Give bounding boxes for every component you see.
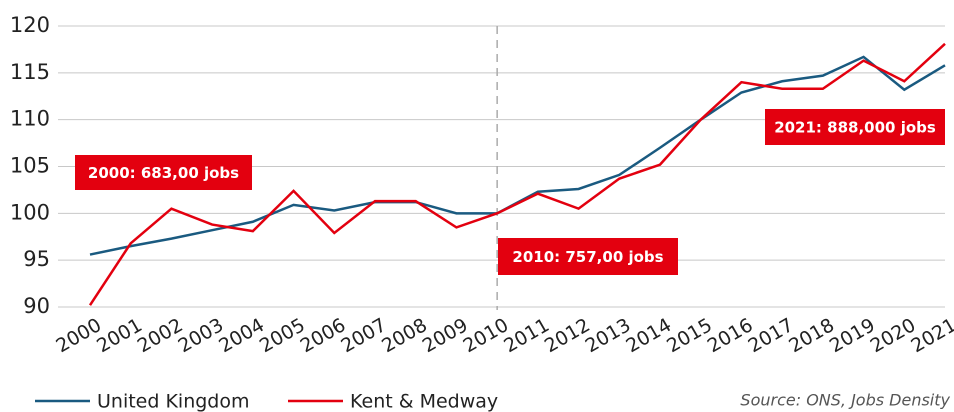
x-tick-label: 2021	[907, 314, 954, 357]
annotation-box	[498, 238, 678, 275]
annotation: 2000: 683,00 jobs	[88, 164, 239, 182]
y-tick-label: 120	[10, 13, 50, 37]
y-tick-label: 110	[10, 107, 50, 131]
annotation: 2010: 757,00 jobs	[512, 248, 663, 266]
y-tick-label: 105	[10, 154, 50, 178]
y-tick-label: 90	[23, 294, 50, 318]
y-tick-label: 100	[10, 200, 50, 224]
y-tick-label: 95	[23, 247, 50, 271]
annotation-box	[765, 109, 945, 145]
annotation-box	[75, 155, 252, 190]
annotation: 2021: 888,000 jobs	[774, 119, 936, 137]
series-line	[88, 42, 946, 306]
source: Source: ONS, Jobs Density	[740, 391, 950, 410]
legend-label: Kent & Medway	[350, 391, 498, 412]
y-tick-label: 115	[10, 60, 50, 84]
legend-label: United Kingdom	[97, 391, 250, 412]
